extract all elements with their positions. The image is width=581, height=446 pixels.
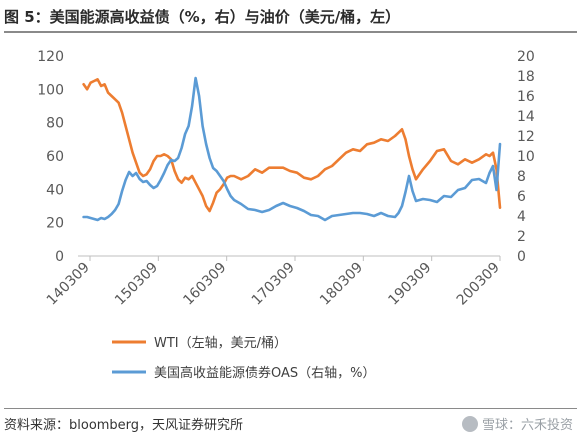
x-axis-tick-label: 180309 — [317, 260, 366, 309]
oas-series-line — [82, 76, 502, 222]
x-axis-tick-label: 160309 — [180, 260, 229, 309]
legend-label-oas: 美国高收益能源债券OAS（右轴，%） — [154, 365, 376, 381]
right-axis-tick-label: 8 — [517, 169, 526, 185]
x-axis-tick-label: 190309 — [385, 260, 434, 309]
right-axis-tick-label: 10 — [517, 149, 535, 165]
legend-label-wti: WTI（左轴，美元/桶） — [154, 336, 287, 351]
right-axis-tick-label: 12 — [517, 129, 535, 145]
right-axis-tick-label: 4 — [517, 209, 526, 225]
left-axis-tick-label: 60 — [46, 149, 64, 165]
right-axis-tick-label: 16 — [517, 89, 535, 105]
x-axis-tick-label: 200309 — [454, 260, 503, 309]
x-axis-tick-label: 150309 — [112, 260, 161, 309]
legend-item-wti: WTI（左轴，美元/桶） — [112, 336, 287, 351]
right-axis-tick-label: 2 — [517, 229, 526, 245]
watermark-text: 雪球：六禾投资 — [481, 418, 573, 433]
left-axis-tick-label: 120 — [37, 49, 64, 65]
watermark: 雪球：六禾投资 — [461, 414, 573, 433]
x-axis-tick-label: 170309 — [249, 260, 298, 309]
legend: WTI（左轴，美元/桶） 美国高收益能源债券OAS（右轴，%） — [112, 336, 376, 381]
right-axis-tick-label: 14 — [517, 109, 535, 125]
left-axis-tick-labels: 0 20 40 60 80 100 120 — [37, 49, 64, 265]
left-axis-tick-label: 0 — [55, 249, 64, 265]
right-axis-tick-label: 6 — [517, 189, 526, 205]
left-axis-tick-label: 80 — [46, 116, 64, 132]
legend-item-oas: 美国高收益能源债券OAS（右轴，%） — [112, 365, 376, 381]
snowball-logo-icon — [461, 415, 478, 432]
source-divider — [4, 408, 577, 409]
figure-title: 图 5：美国能源高收益债（%，右）与油价（美元/桶，左） — [4, 8, 401, 26]
series-layer — [82, 76, 502, 222]
right-axis-tick-label: 18 — [517, 69, 535, 85]
wti-series-line — [82, 78, 502, 213]
title-divider — [4, 31, 577, 33]
left-axis-tick-label: 20 — [46, 216, 64, 232]
dual-axis-line-chart: 0 20 40 60 80 100 120 0 2 4 6 8 10 12 14 16 18 20 140309… — [37, 49, 535, 381]
source-note: 资料来源：bloomberg，天风证券研究所 — [4, 418, 244, 433]
right-axis-tick-labels: 0 2 4 6 8 10 12 14 16 18 20 — [517, 49, 535, 265]
right-axis-tick-label: 20 — [517, 49, 535, 65]
x-axis-tick-labels: 140309 150309 160309 170309 180309 190309 2003… — [44, 256, 503, 309]
left-axis-tick-label: 40 — [46, 182, 64, 198]
left-axis-tick-label: 100 — [37, 82, 64, 98]
x-axis-tick-label: 140309 — [44, 260, 93, 309]
right-axis-tick-label: 0 — [517, 249, 526, 265]
